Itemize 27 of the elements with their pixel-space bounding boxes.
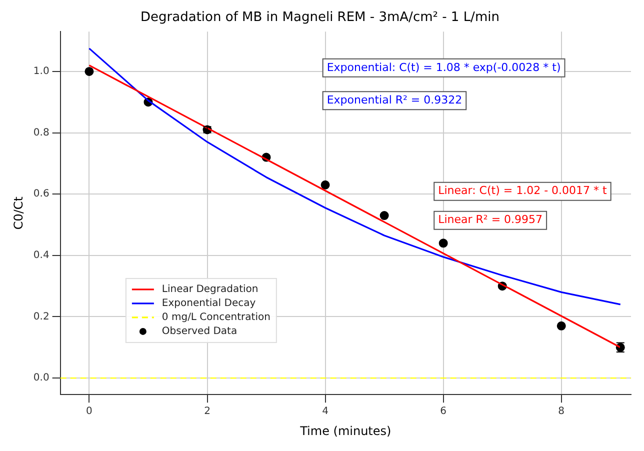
x-tick-label: 2: [204, 406, 210, 418]
point: [438, 238, 448, 248]
legend-label: Observed Data: [162, 326, 238, 338]
annotation: Exponential: C(t) = 1.08 * exp(-0.0028 * t): [326, 60, 561, 74]
y-tick-label: 0.6: [33, 188, 50, 200]
point: [556, 321, 566, 330]
x-axis-title: Time (minutes): [299, 424, 392, 438]
annotation: Exponential R² = 0.9322: [326, 93, 462, 106]
x-tick-label: 6: [440, 406, 447, 418]
y-tick-label: 0.2: [33, 311, 50, 322]
y-tick-label: 0.4: [33, 250, 50, 262]
y-tick-label: 0.8: [33, 127, 50, 138]
annotation: Linear R² = 0.9957: [438, 213, 543, 226]
annotation: Linear: C(t) = 1.02 - 0.0017 * t: [438, 184, 608, 198]
point: [380, 211, 389, 220]
chart-title: Degradation of MB in Magneli REM - 3mA/cm² - 1 L/min: [140, 10, 500, 26]
legend-label: Linear Degradation: [162, 284, 258, 296]
y-tick-label: 1.0: [33, 66, 50, 78]
point: [84, 66, 94, 76]
y-axis-title: C0/Ct: [11, 196, 26, 230]
y-tick-label: 0.0: [33, 372, 50, 384]
x-tick-label: 8: [558, 406, 565, 418]
legend-label: 0 mg/L Concentration: [162, 312, 270, 324]
point: [320, 180, 330, 190]
legend-label: Exponential Decay: [162, 298, 256, 310]
x-tick-label: 4: [322, 406, 328, 418]
x-tick-label: 0: [86, 406, 92, 418]
